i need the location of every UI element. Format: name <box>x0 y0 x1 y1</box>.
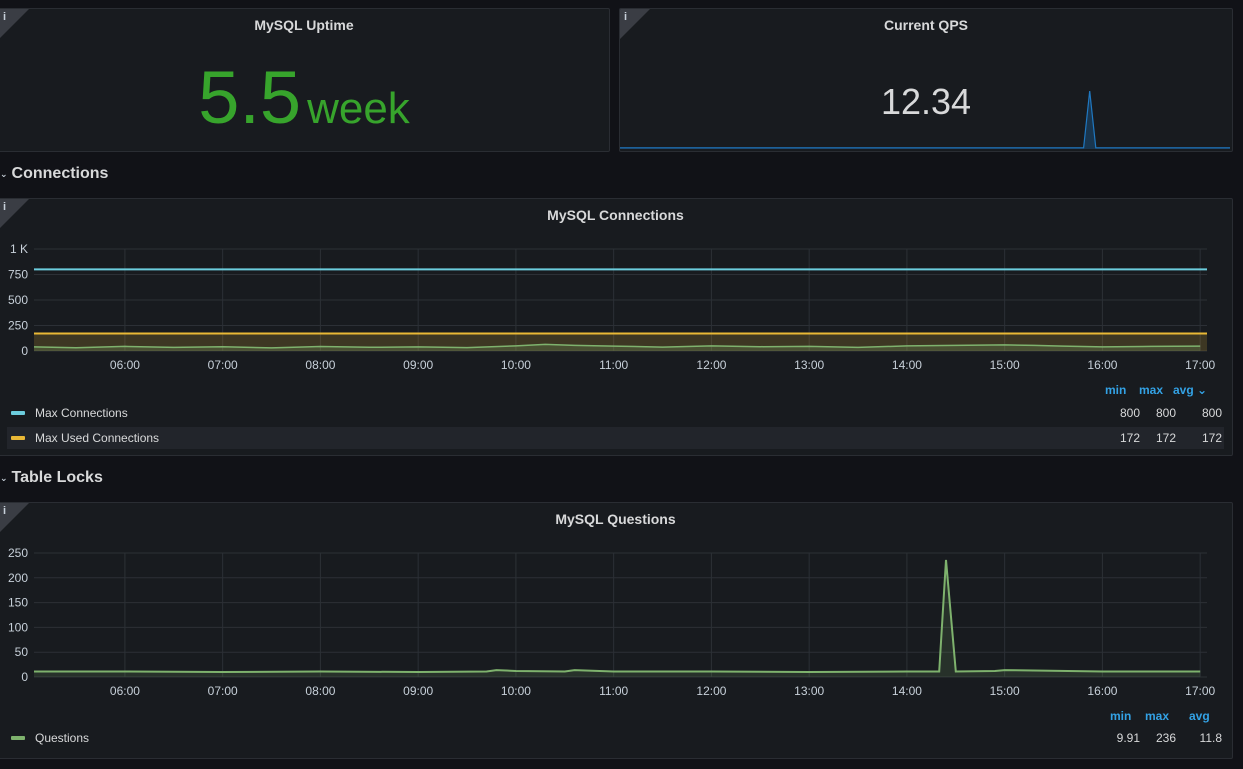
y-tick-label: 200 <box>8 571 28 585</box>
sparkline-line <box>620 91 1230 149</box>
legend-header-min[interactable]: min <box>1105 383 1127 397</box>
info-icon[interactable]: i <box>3 201 7 213</box>
x-tick-label: 07:00 <box>208 358 238 372</box>
chevron-down-icon: ⌄ <box>0 472 8 483</box>
legend-row[interactable]: Max Connections 800 800 800 <box>7 402 1224 424</box>
qps-sparkline <box>620 91 1230 149</box>
x-tick-label: 08:00 <box>305 684 335 698</box>
x-tick-label: 15:00 <box>990 358 1020 372</box>
legend-header-min[interactable]: min <box>1110 709 1132 723</box>
uptime-value: 5.5 <box>198 56 302 139</box>
x-tick-label: 17:00 <box>1185 684 1215 698</box>
y-tick-label: 1 K <box>10 242 28 256</box>
legend-swatch <box>11 736 25 740</box>
y-tick-label: 0 <box>21 670 28 684</box>
uptime-panel: i MySQL Uptime 5.5 week <box>0 8 610 152</box>
row-header-connections[interactable]: ⌄ Connections <box>0 165 108 183</box>
panel-title[interactable]: MySQL Uptime <box>254 17 354 33</box>
series-line <box>34 559 1201 674</box>
chevron-down-icon: ⌄ <box>0 168 8 179</box>
legend-min: 800 <box>1119 406 1140 420</box>
info-corner <box>0 199 29 229</box>
legend-header-max[interactable]: max <box>1145 709 1170 723</box>
info-icon[interactable]: i <box>3 11 7 23</box>
legend-row[interactable]: Questions 9.91 236 11.8 <box>7 727 1224 749</box>
x-tick-label: 08:00 <box>305 358 335 372</box>
x-tick-label: 16:00 <box>1087 684 1117 698</box>
x-tick-label: 10:00 <box>501 684 531 698</box>
panel-title[interactable]: Current QPS <box>883 17 968 33</box>
x-tick-label: 12:00 <box>696 684 726 698</box>
legend-avg: 800 <box>1201 406 1222 420</box>
x-tick-label: 07:00 <box>208 684 238 698</box>
y-tick-label: 100 <box>8 620 28 634</box>
info-corner <box>620 9 650 39</box>
info-icon[interactable]: i <box>3 505 7 517</box>
info-icon[interactable]: i <box>624 11 628 23</box>
info-corner <box>0 9 29 39</box>
x-tick-label: 13:00 <box>794 358 824 372</box>
x-tick-label: 14:00 <box>892 358 922 372</box>
x-tick-label: 09:00 <box>403 358 433 372</box>
row-header-table-locks[interactable]: ⌄ Table Locks <box>0 469 103 487</box>
x-tick-label: 12:00 <box>696 358 726 372</box>
x-tick-label: 14:00 <box>892 684 922 698</box>
legend-header-max[interactable]: max <box>1139 383 1164 397</box>
legend-avg: 11.8 <box>1199 731 1222 745</box>
x-tick-label: 11:00 <box>599 684 628 698</box>
legend-max: 800 <box>1155 406 1176 420</box>
questions-chart[interactable]: 0 50 100 150 200 250 06:00 07:00 08:00 09:00 10:00… <box>0 503 1232 701</box>
questions-panel: i MySQL Questions 0 50 100 150 200 250 06:00 07… <box>0 502 1233 759</box>
y-tick-label: 50 <box>15 645 29 659</box>
x-tick-label: 17:00 <box>1185 358 1215 372</box>
legend-max: 172 <box>1155 431 1176 445</box>
legend-header-avg[interactable]: avg ⌄ <box>1173 383 1208 397</box>
legend-series-name[interactable]: Max Used Connections <box>35 431 160 445</box>
y-tick-label: 750 <box>8 268 28 282</box>
legend-swatch <box>11 436 25 440</box>
sparkline-area <box>620 91 1230 149</box>
legend-max: 236 <box>1155 731 1176 745</box>
connections-chart[interactable]: 0 250 500 750 1 K 06:00 07:00 08:00 09:00 10:00 11… <box>0 199 1232 389</box>
x-tick-label: 13:00 <box>794 684 824 698</box>
x-tick-label: 15:00 <box>990 684 1020 698</box>
x-tick-label: 06:00 <box>110 358 140 372</box>
y-tick-label: 0 <box>21 344 28 358</box>
y-tick-label: 500 <box>8 293 28 307</box>
legend-min: 172 <box>1119 431 1140 445</box>
uptime-unit: week <box>307 84 410 133</box>
x-tick-label: 06:00 <box>110 684 140 698</box>
panel-title[interactable]: MySQL Connections <box>547 207 684 223</box>
info-corner <box>0 503 29 533</box>
legend-row[interactable]: Max Used Connections 172 172 172 <box>7 427 1224 449</box>
row-title: Table Locks <box>11 469 103 486</box>
y-tick-label: 150 <box>8 596 28 610</box>
qps-value: 12.34 <box>880 81 972 122</box>
qps-panel: i Current QPS 12.34 <box>619 8 1233 152</box>
x-tick-label: 09:00 <box>403 684 433 698</box>
series-line <box>33 343 1201 349</box>
y-tick-label: 250 <box>8 319 28 333</box>
legend-header-avg[interactable]: avg <box>1189 709 1210 723</box>
x-tick-label: 11:00 <box>599 358 628 372</box>
legend-series-name[interactable]: Questions <box>35 731 90 745</box>
legend-avg: 172 <box>1201 431 1222 445</box>
x-tick-label: 10:00 <box>501 358 531 372</box>
legend-swatch <box>11 411 25 415</box>
legend-min: 9.91 <box>1116 731 1140 745</box>
uptime-stat: 5.5 week <box>0 55 609 140</box>
row-title: Connections <box>11 165 109 182</box>
panel-title[interactable]: MySQL Questions <box>555 511 676 527</box>
connections-panel: i MySQL Connections 0 250 500 750 1 K 06:00 07… <box>0 198 1233 456</box>
legend-series-name[interactable]: Max Connections <box>35 406 128 420</box>
y-tick-label: 250 <box>8 546 28 560</box>
x-tick-label: 16:00 <box>1087 358 1117 372</box>
